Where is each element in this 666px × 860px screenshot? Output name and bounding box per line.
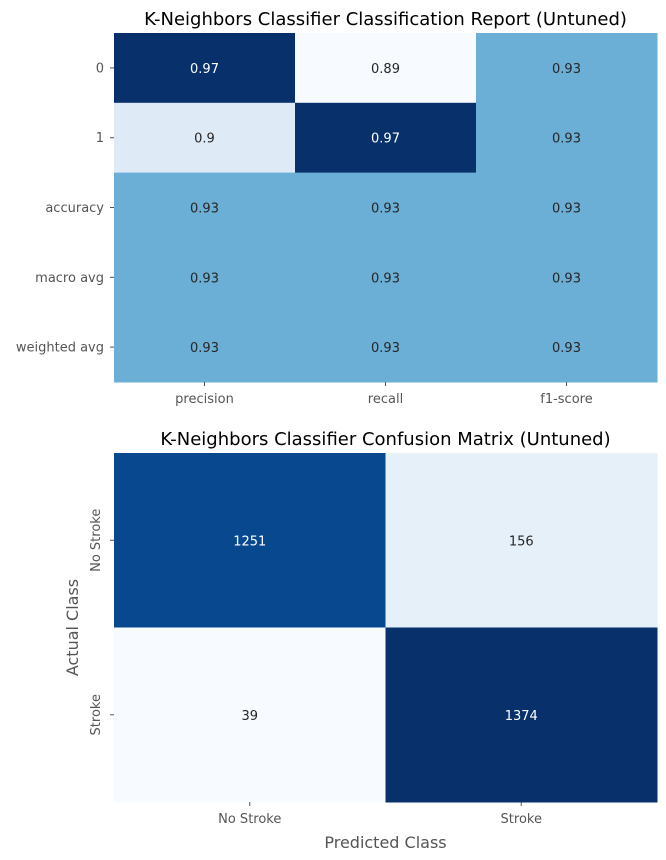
y-tick-label-no-stroke: No Stroke (89, 509, 104, 572)
heatmap-cell (476, 33, 658, 104)
y-tick-label-1: 1 (96, 131, 104, 146)
cell-value-label: 0.97 (371, 132, 400, 147)
chart-title: K-Neighbors Classifier Classification Re… (144, 9, 627, 30)
heatmap-cell (114, 627, 386, 803)
confusion-matrix-heatmap: K-Neighbors Classifier Confusion Matrix … (63, 429, 658, 852)
cell-value-label: 0.93 (190, 341, 219, 356)
y-tick-label-accuracy: accuracy (45, 201, 104, 216)
cell-value-label: 1374 (505, 709, 538, 724)
cell-value-label: 0.93 (190, 271, 219, 286)
cell-value-label: 0.93 (371, 271, 400, 286)
cell-value-label: 0.93 (552, 341, 581, 356)
heatmap-cell (114, 172, 296, 243)
y-tick-label-0: 0 (96, 61, 104, 76)
cell-value-label: 1251 (233, 534, 266, 549)
heatmap-cell (476, 242, 658, 313)
cell-value-label: 39 (241, 709, 258, 724)
cell-value-label: 0.93 (190, 202, 219, 217)
x-tick-label-no-stroke: No Stroke (218, 812, 281, 827)
cell-value-label: 156 (509, 534, 534, 549)
heatmap-cell (114, 453, 386, 628)
x-tick-label-f1-score: f1-score (540, 392, 592, 407)
heatmap-cell (114, 242, 296, 313)
heatmap-cell (476, 172, 658, 243)
heatmap-cell (385, 453, 658, 628)
x-tick-label-recall: recall (368, 392, 403, 407)
cell-value-label: 0.93 (371, 202, 400, 217)
y-axis-label: Actual Class (63, 579, 82, 676)
chart-title: K-Neighbors Classifier Confusion Matrix … (160, 429, 610, 450)
cell-value-label: 0.97 (190, 62, 219, 77)
y-tick-label-weighted-avg: weighted avg (16, 341, 104, 356)
cell-value-label: 0.9 (194, 132, 215, 147)
heatmap-cell (476, 102, 658, 174)
cell-value-label: 0.93 (552, 132, 581, 147)
heatmap-cell (114, 33, 296, 104)
heatmap-cell (295, 102, 477, 174)
heatmap-cell (295, 33, 477, 104)
x-axis-label: Predicted Class (324, 833, 446, 852)
cell-value-label: 0.93 (371, 341, 400, 356)
heatmap-cell (114, 102, 296, 174)
y-tick-label-stroke: Stroke (89, 694, 104, 735)
cell-value-label: 0.93 (552, 271, 581, 286)
heatmap-cell (295, 172, 477, 243)
classification-report-heatmap: K-Neighbors Classifier Classification Re… (16, 9, 658, 407)
y-tick-label-macro-avg: macro avg (35, 271, 104, 286)
heatmap-cell (385, 627, 658, 803)
heatmap-cell (476, 312, 658, 383)
heatmap-cell (295, 242, 477, 313)
heatmap-cell (295, 312, 477, 383)
cell-value-label: 0.89 (371, 62, 400, 77)
heatmap-cell (114, 312, 296, 383)
cell-value-label: 0.93 (552, 202, 581, 217)
x-tick-label-stroke: Stroke (501, 812, 542, 827)
cell-value-label: 0.93 (552, 62, 581, 77)
x-tick-label-precision: precision (175, 392, 234, 407)
